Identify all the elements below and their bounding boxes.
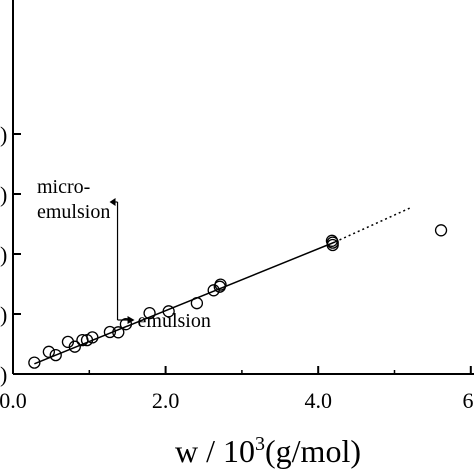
data-point xyxy=(162,305,175,318)
data-point xyxy=(434,224,448,237)
x-title-suffix: (g/mol) xyxy=(265,433,361,469)
data-point xyxy=(326,236,339,249)
data-point xyxy=(49,348,62,362)
fit-lines xyxy=(34,207,411,365)
data-point xyxy=(190,297,204,310)
y-ticks: ))))) xyxy=(0,122,21,387)
x-title-base: w / 10 xyxy=(175,433,255,469)
x-axis-title: w / 103(g/mol) xyxy=(175,433,361,469)
data-point xyxy=(86,331,99,344)
annotation-micro-emulsion: emulsion xyxy=(37,201,110,223)
data-points xyxy=(28,224,448,369)
annotations: micro-emulsion emulsion xyxy=(37,176,211,332)
data-point xyxy=(42,345,56,358)
data-point xyxy=(112,326,125,339)
data-point xyxy=(103,325,117,339)
x-ticks: 0.0 2.0 4.0 6. xyxy=(0,366,474,413)
x-tick-label: 0.0 xyxy=(0,388,27,413)
x-title-sup: 3 xyxy=(255,433,265,455)
y-tick-label: ) xyxy=(0,182,7,207)
y-tick-label: ) xyxy=(0,122,7,147)
annotation-emulsion: emulsion xyxy=(138,310,211,332)
data-point xyxy=(214,278,227,291)
y-tick-label: ) xyxy=(0,242,7,267)
y-tick-label: ) xyxy=(0,362,7,387)
x-tick-label: 2.0 xyxy=(152,388,180,413)
arrow-right-icon xyxy=(127,316,135,324)
data-point xyxy=(119,318,133,331)
data-point xyxy=(143,306,156,320)
y-tick-label: ) xyxy=(0,302,7,327)
fit-line-solid xyxy=(34,241,336,365)
annotation-micro: micro- xyxy=(37,176,90,198)
data-point xyxy=(68,340,81,353)
x-tick-label: 6. xyxy=(463,388,474,413)
arrow-left-icon xyxy=(109,198,116,206)
x-tick-label: 4.0 xyxy=(304,388,332,413)
fit-line-extrapolated xyxy=(334,207,411,243)
data-point xyxy=(28,356,41,369)
